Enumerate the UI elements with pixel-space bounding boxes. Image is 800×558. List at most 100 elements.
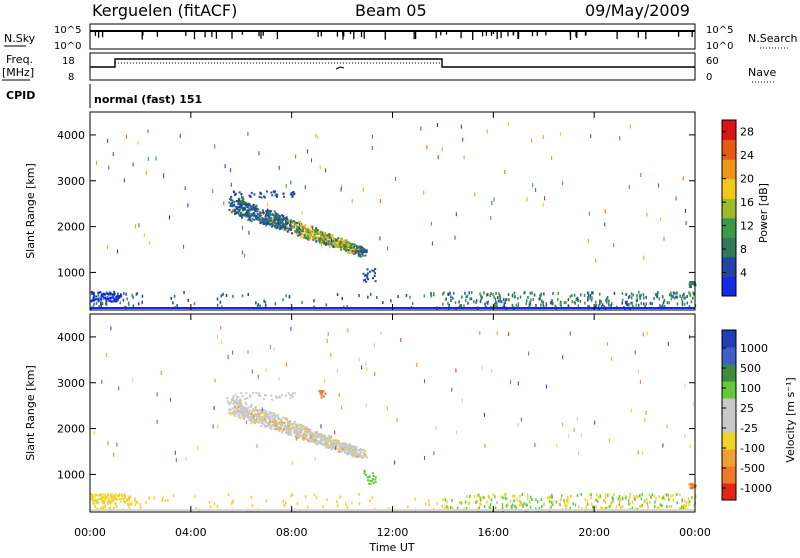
- data-cell: [424, 502, 427, 506]
- data-cell: [291, 425, 294, 428]
- data-cell: [212, 189, 214, 194]
- data-cell: [584, 301, 586, 305]
- data-cell: [608, 299, 610, 303]
- data-cell: [372, 134, 373, 139]
- data-cell: [517, 304, 519, 308]
- data-cell: [685, 504, 687, 508]
- data-cell: [344, 243, 347, 246]
- data-cell: [330, 353, 332, 357]
- data-cell: [668, 498, 670, 502]
- data-cell: [430, 221, 432, 226]
- data-cell: [306, 228, 308, 231]
- data-cell: [560, 304, 562, 308]
- data-cell: [565, 301, 567, 305]
- data-cell: [271, 213, 274, 216]
- data-cell: [572, 502, 574, 506]
- data-cell: [647, 331, 648, 336]
- data-cell: [261, 221, 264, 224]
- data-cell: [274, 395, 277, 398]
- data-cell: [290, 220, 293, 223]
- data-cell: [654, 505, 656, 509]
- data-cell: [287, 431, 290, 434]
- data-cell: [224, 164, 226, 169]
- data-cell: [631, 506, 634, 510]
- data-cell: [321, 242, 322, 247]
- data-cell: [234, 414, 237, 417]
- data-cell: [649, 301, 652, 305]
- data-cell: [281, 417, 284, 420]
- data-cell: [551, 302, 554, 306]
- data-cell: [369, 482, 372, 485]
- data-cell: [293, 193, 296, 196]
- data-cell: [308, 437, 311, 440]
- data-cell: [302, 436, 305, 439]
- data-cell: [424, 455, 425, 460]
- data-cell: [304, 234, 306, 237]
- colorbar-tick-label: -100: [740, 442, 765, 455]
- data-cell: [653, 494, 656, 498]
- data-cell: [353, 449, 356, 452]
- data-cell: [366, 276, 369, 279]
- data-cell: [595, 498, 597, 502]
- data-cell: [583, 293, 586, 297]
- data-cell: [537, 500, 539, 504]
- time-axis-labels: 00:00 04:00 08:00 12:00 16:00 20:00 00:00: [74, 526, 711, 539]
- data-cell: [238, 411, 241, 413]
- data-cell: [102, 499, 105, 502]
- data-cell: [452, 291, 455, 295]
- data-cell: [256, 414, 258, 417]
- data-cell: [267, 213, 270, 215]
- data-cell: [132, 377, 134, 382]
- data-cell: [145, 501, 147, 505]
- data-cell: [232, 294, 234, 298]
- data-cell: [447, 506, 449, 510]
- data-cell: [361, 247, 364, 250]
- data-cell: [486, 129, 488, 134]
- data-cell: [517, 302, 520, 306]
- data-cell: [449, 506, 452, 509]
- colorbar-tick-label: 1000: [740, 342, 768, 355]
- data-cell: [328, 236, 331, 239]
- data-cell: [267, 202, 269, 207]
- data-cell: [300, 430, 303, 433]
- data-cell: [462, 137, 464, 142]
- data-cell: [645, 295, 647, 299]
- data-cell: [100, 499, 103, 502]
- data-cell: [517, 381, 519, 386]
- data-cell: [290, 494, 292, 498]
- data-cell: [123, 292, 125, 295]
- data-cell: [607, 302, 610, 306]
- data-cell: [126, 498, 128, 502]
- data-cell: [365, 456, 368, 459]
- data-cell: [371, 269, 374, 272]
- data-cell: [301, 210, 303, 215]
- data-cell: [374, 372, 376, 377]
- data-cell: [331, 238, 334, 241]
- data-cell: [112, 152, 114, 157]
- data-cell: [485, 293, 488, 297]
- data-cell: [484, 302, 486, 306]
- data-cell: [291, 394, 294, 397]
- data-cell: [615, 505, 618, 509]
- data-cell: [135, 500, 138, 504]
- data-cell: [107, 245, 108, 250]
- data-cell: [270, 394, 273, 397]
- data-cell: [128, 303, 130, 307]
- data-cell: [600, 506, 602, 510]
- data-cell: [387, 246, 389, 251]
- data-cell: [338, 244, 341, 246]
- data-cell: [610, 304, 612, 308]
- data-cell: [645, 410, 647, 415]
- data-cell: [273, 415, 276, 418]
- data-cell: [335, 241, 338, 244]
- data-cell: [428, 503, 430, 507]
- data-cell: [277, 421, 280, 424]
- data-cell: [369, 480, 372, 482]
- data-cell: [248, 209, 251, 212]
- data-cell: [221, 305, 223, 309]
- data-cell: [212, 424, 214, 429]
- data-cell: [316, 441, 318, 444]
- data-cell: [599, 302, 601, 306]
- data-cell: [426, 145, 428, 150]
- data-cell: [320, 436, 323, 439]
